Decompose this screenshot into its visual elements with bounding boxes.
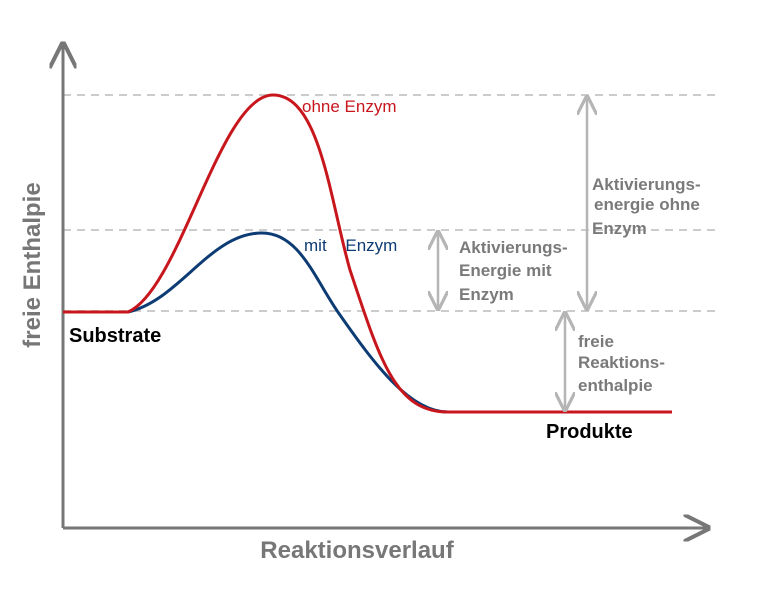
x-axis-label: Reaktionsverlauf: [260, 537, 454, 564]
text-line: Reaktions-: [578, 353, 665, 372]
text-line: Enzym: [592, 219, 647, 238]
curve-without-enzyme: [63, 93, 672, 414]
text-line: Aktivierungs-: [459, 238, 568, 257]
text-line: Aktivierungs-: [592, 175, 701, 194]
text-line: Energie mit: [459, 261, 552, 280]
text-line: enthalpie: [578, 376, 653, 395]
annotation: freie Reaktions- enthalpie: [578, 332, 670, 395]
text-line: freie: [578, 332, 614, 351]
text-line: Enzym: [459, 285, 514, 304]
y-axis-label: freie Enthalpie: [19, 182, 46, 347]
curve-label: mit Enzym: [304, 236, 397, 255]
curve-with-enzyme: [127, 231, 449, 414]
annotation: Aktivierungs- energie ohne Enzym: [592, 175, 705, 238]
curve-label: ohne Enzym: [302, 97, 397, 116]
text-line: energie ohne: [594, 195, 700, 214]
annotation: Aktivierungs- Energie mit Enzym: [459, 238, 572, 304]
state-label: Substrate: [69, 325, 161, 347]
state-label: Produkte: [546, 421, 633, 443]
